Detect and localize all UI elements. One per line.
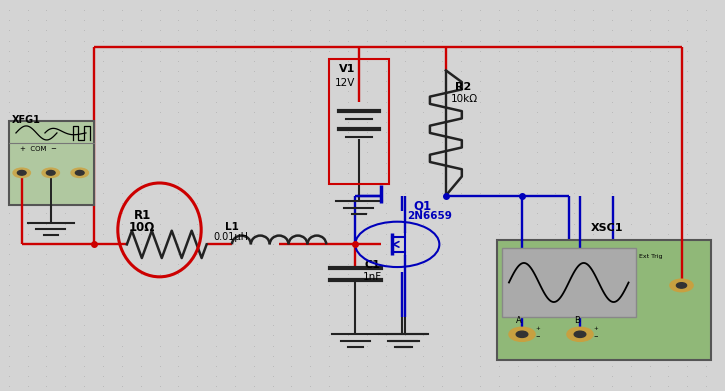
Circle shape	[71, 168, 88, 178]
Circle shape	[670, 279, 693, 292]
Circle shape	[676, 283, 687, 288]
Text: +  COM  −: + COM −	[20, 145, 57, 152]
Text: 2N6659: 2N6659	[407, 211, 452, 221]
Text: +: +	[535, 326, 540, 332]
Circle shape	[42, 168, 59, 178]
Circle shape	[567, 327, 593, 341]
Text: R1: R1	[134, 209, 152, 222]
Text: 0.01μH: 0.01μH	[214, 232, 249, 242]
Text: V1: V1	[339, 65, 356, 74]
Circle shape	[75, 170, 84, 175]
Circle shape	[46, 170, 55, 175]
Text: C1: C1	[365, 260, 381, 270]
FancyBboxPatch shape	[502, 248, 636, 317]
Text: Ext Trig: Ext Trig	[639, 254, 663, 259]
Circle shape	[17, 170, 26, 175]
Circle shape	[516, 331, 528, 337]
FancyBboxPatch shape	[497, 240, 710, 360]
Text: XSC1: XSC1	[591, 223, 624, 233]
Circle shape	[13, 168, 30, 178]
Text: XFG1: XFG1	[12, 115, 41, 126]
Text: 10Ω: 10Ω	[128, 221, 154, 235]
Text: Q1: Q1	[413, 199, 431, 212]
Text: −: −	[535, 333, 539, 338]
Text: 10kΩ: 10kΩ	[451, 94, 478, 104]
Text: 12V: 12V	[335, 78, 355, 88]
Text: R2: R2	[455, 82, 471, 92]
Circle shape	[509, 327, 535, 341]
Text: +: +	[593, 326, 598, 332]
FancyBboxPatch shape	[9, 121, 94, 205]
Text: B: B	[574, 316, 580, 325]
Circle shape	[574, 331, 586, 337]
Text: L1: L1	[225, 222, 239, 231]
Text: −: −	[593, 333, 597, 338]
Text: 1nF: 1nF	[362, 272, 381, 282]
Text: A: A	[516, 316, 522, 325]
